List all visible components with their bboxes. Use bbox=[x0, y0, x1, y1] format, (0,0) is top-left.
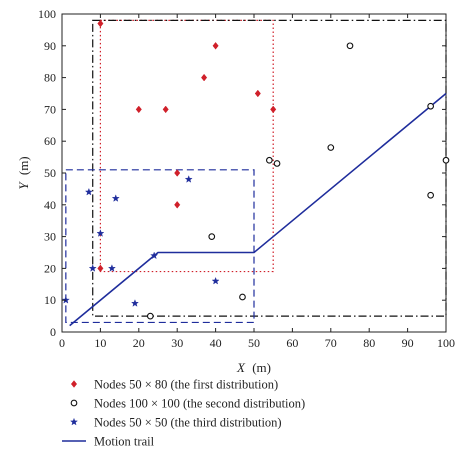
series-1-point bbox=[97, 264, 104, 273]
series-1-point bbox=[201, 73, 208, 82]
x-tick-label: 50 bbox=[248, 336, 260, 350]
y-tick-label: 100 bbox=[38, 7, 56, 21]
x-tick-label: 90 bbox=[402, 336, 414, 350]
x-tick-label: 0 bbox=[59, 336, 65, 350]
series-1-point bbox=[254, 89, 261, 98]
y-tick-label: 90 bbox=[44, 39, 56, 53]
y-axis-variable: Y bbox=[16, 181, 31, 190]
x-tick-label: 100 bbox=[437, 336, 455, 350]
y-tick-label: 20 bbox=[44, 261, 56, 275]
series-2-point bbox=[327, 144, 335, 151]
series-2-point bbox=[239, 293, 246, 301]
series-1-point bbox=[97, 19, 104, 28]
second-distribution-area bbox=[92, 19, 447, 317]
y-tick-label: 70 bbox=[44, 102, 56, 116]
x-tick-label: 20 bbox=[133, 336, 145, 350]
y-axis: 0 10 20 30 40 50 60 70 80 90 100 bbox=[38, 7, 446, 339]
plot-area bbox=[61, 13, 450, 333]
series-2-point bbox=[427, 102, 434, 110]
legend-label: Nodes 50 × 50 (the third distribution) bbox=[94, 416, 282, 430]
legend-marker-swatch bbox=[70, 399, 78, 407]
third-distribution-area bbox=[65, 169, 255, 324]
series-3-point bbox=[107, 264, 116, 272]
y-tick-label: 40 bbox=[44, 198, 56, 212]
series-3-point bbox=[150, 251, 159, 260]
x-axis-variable: X bbox=[236, 360, 246, 375]
motion-trail-line bbox=[69, 92, 447, 327]
series-1-point bbox=[162, 105, 169, 114]
legend-marker-swatch bbox=[70, 417, 78, 426]
legend-marker-swatch bbox=[70, 380, 78, 388]
series-2-point bbox=[427, 191, 434, 199]
series-1-point bbox=[212, 41, 219, 50]
distribution-regions bbox=[65, 19, 447, 324]
y-tick-label: 10 bbox=[44, 293, 56, 307]
x-tick-label: 80 bbox=[363, 336, 375, 350]
series-3-point bbox=[211, 276, 220, 285]
y-tick-label: 50 bbox=[44, 166, 56, 180]
motion-trail bbox=[69, 92, 447, 327]
x-axis: 0 10 20 30 40 50 60 70 80 90 100 bbox=[59, 14, 455, 350]
series-3-point bbox=[130, 299, 139, 307]
x-axis-title: X (m) bbox=[236, 360, 271, 375]
series-1-point bbox=[135, 105, 142, 114]
series-2-point bbox=[146, 312, 154, 320]
y-tick-label: 80 bbox=[44, 71, 56, 85]
series-3-point bbox=[184, 175, 193, 183]
series-2-point bbox=[442, 156, 450, 164]
series-1-point bbox=[174, 200, 181, 209]
y-axis-title: Y (m) bbox=[16, 156, 31, 189]
x-tick-label: 70 bbox=[325, 336, 337, 350]
x-tick-label: 10 bbox=[94, 336, 106, 350]
legend-label: Nodes 50 × 80 (the first distribution) bbox=[94, 378, 278, 392]
data-markers bbox=[61, 19, 450, 320]
legend-label: Nodes 100 × 100 (the second distribution… bbox=[94, 397, 305, 411]
series-3-point bbox=[111, 194, 120, 202]
x-axis-unit: (m) bbox=[252, 360, 271, 375]
y-tick-label: 60 bbox=[44, 134, 56, 148]
legend-label: Motion trail bbox=[94, 435, 155, 449]
legend: Nodes 50 × 80 (the first distribution) No… bbox=[62, 378, 305, 449]
series-3-point bbox=[84, 187, 93, 196]
x-tick-label: 30 bbox=[171, 336, 183, 350]
series-1-point bbox=[174, 169, 181, 177]
x-tick-label: 40 bbox=[210, 336, 222, 350]
series-3-point bbox=[96, 229, 105, 237]
series-2-point bbox=[208, 233, 216, 240]
y-axis-unit: (m) bbox=[16, 156, 31, 175]
series-1-point bbox=[270, 105, 277, 114]
y-tick-label: 30 bbox=[44, 230, 56, 244]
x-tick-label: 60 bbox=[286, 336, 298, 350]
first-distribution-area bbox=[99, 19, 274, 273]
series-2-point bbox=[346, 42, 354, 50]
series-2-point bbox=[266, 156, 273, 164]
series-3-point bbox=[88, 264, 97, 272]
series-2-point bbox=[273, 160, 281, 167]
y-tick-label: 0 bbox=[50, 325, 56, 339]
